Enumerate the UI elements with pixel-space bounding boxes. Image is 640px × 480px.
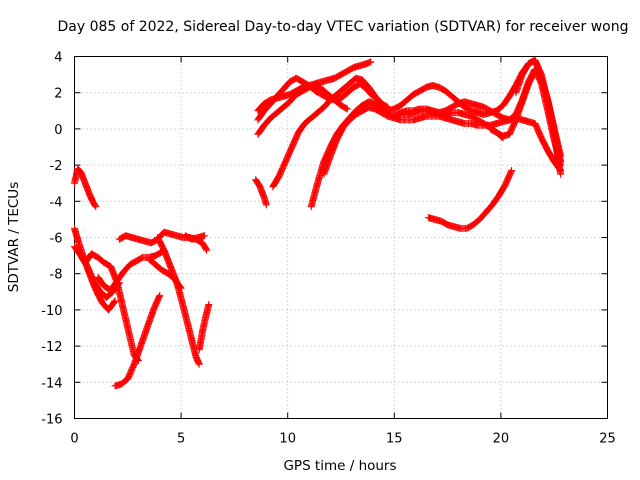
y-tick-label: -6 bbox=[50, 232, 63, 247]
series-layer bbox=[71, 56, 565, 390]
data-points bbox=[111, 291, 164, 390]
data-points bbox=[145, 255, 185, 292]
x-tick-label: 25 bbox=[599, 432, 616, 447]
series-track-11 bbox=[181, 232, 209, 243]
tick-label-layer: 0 5 10 15 20 25 -16 -14 -12 -10 -8 -6 -4 -2 0 2 4 bbox=[41, 51, 616, 447]
series-track-10 bbox=[195, 301, 213, 354]
series-track-12 bbox=[252, 176, 270, 209]
x-tick-label: 15 bbox=[386, 432, 403, 447]
series-track-23 bbox=[512, 56, 565, 178]
tick-layer bbox=[74, 56, 608, 419]
data-points bbox=[512, 56, 565, 178]
y-tick-label: -2 bbox=[50, 159, 63, 174]
y-tick-label: -16 bbox=[41, 413, 62, 428]
x-tick-label: 0 bbox=[70, 432, 78, 447]
y-axis-label: SDTVAR / TECUs bbox=[6, 182, 22, 292]
data-points bbox=[252, 176, 270, 209]
y-tick-label: -10 bbox=[41, 304, 62, 319]
data-points bbox=[424, 167, 516, 232]
data-points bbox=[195, 301, 213, 354]
series-track-1 bbox=[71, 165, 100, 211]
y-tick-label: -14 bbox=[41, 376, 62, 391]
y-tick-label: 2 bbox=[54, 87, 62, 102]
series-track-5 bbox=[94, 248, 166, 294]
data-points bbox=[254, 82, 351, 138]
data-points bbox=[320, 103, 565, 178]
y-tick-label: 0 bbox=[54, 123, 62, 138]
x-tick-label: 20 bbox=[493, 432, 510, 447]
data-points bbox=[269, 74, 392, 191]
data-points bbox=[181, 232, 209, 243]
x-tick-label: 10 bbox=[279, 432, 296, 447]
x-axis-label: GPS time / hours bbox=[283, 458, 396, 474]
series-track-15 bbox=[254, 82, 351, 138]
series-track-6 bbox=[111, 291, 164, 390]
x-tick-label: 5 bbox=[177, 432, 185, 447]
y-tick-label: -4 bbox=[50, 195, 63, 210]
data-points bbox=[94, 248, 166, 294]
data-points bbox=[71, 165, 100, 211]
series-track-9 bbox=[145, 255, 185, 292]
y-tick-label: -8 bbox=[50, 268, 63, 283]
series-track-18 bbox=[320, 103, 565, 178]
series-track-16 bbox=[269, 74, 392, 191]
y-tick-label: 4 bbox=[54, 51, 62, 66]
chart-title: Day 085 of 2022, Sidereal Day-to-day VTE… bbox=[57, 19, 629, 35]
y-tick-label: -12 bbox=[41, 340, 62, 355]
series-track-22 bbox=[424, 167, 516, 232]
